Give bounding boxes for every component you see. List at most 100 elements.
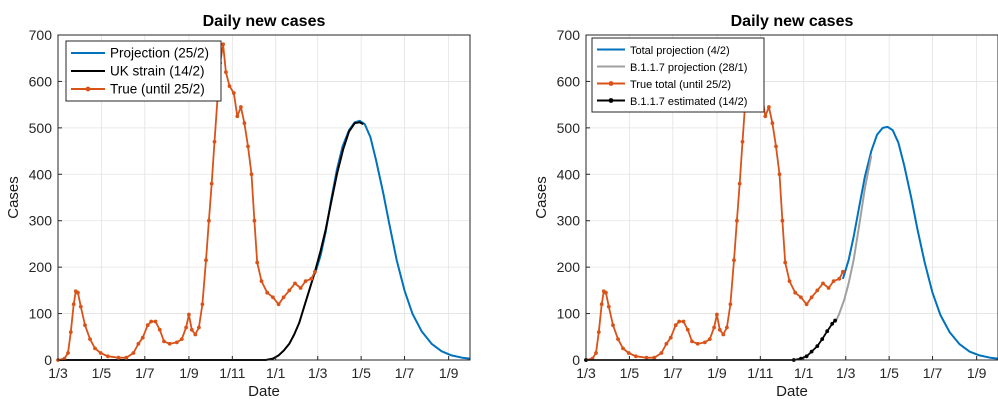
data-point — [71, 302, 76, 307]
data-point — [68, 330, 73, 334]
data-point — [809, 295, 814, 300]
data-point — [815, 344, 820, 348]
y-tick-label: 300 — [557, 213, 581, 229]
y-axis-label: Cases — [5, 176, 22, 219]
x-tick-label: 1/9 — [707, 365, 727, 381]
x-tick-label: 1/5 — [879, 365, 899, 381]
series-line-4 — [586, 319, 836, 361]
data-point — [124, 355, 129, 360]
data-point — [157, 327, 162, 332]
data-point — [715, 312, 719, 317]
data-point — [831, 279, 836, 283]
data-point — [809, 349, 814, 354]
data-point — [293, 281, 297, 286]
x-tick-label: 1/3 — [308, 365, 328, 381]
data-point — [116, 355, 121, 360]
data-point — [841, 269, 845, 274]
x-axis-label: Date — [248, 383, 280, 400]
y-tick-label: 100 — [29, 306, 53, 322]
data-point — [167, 341, 172, 346]
data-point — [664, 341, 669, 346]
data-point — [227, 84, 232, 88]
data-point — [204, 258, 208, 263]
data-point — [145, 323, 150, 328]
data-point — [193, 332, 198, 337]
data-point — [644, 355, 649, 360]
data-point — [255, 260, 260, 265]
series-line-1 — [841, 125, 998, 360]
chart-panel-1: 0 100 200 300 400 500 600 700 1/3 1/5 1/7 1/9 1/11 1/… — [5, 13, 471, 400]
chart-title: Daily new cases — [731, 13, 854, 30]
data-point — [131, 351, 136, 355]
data-point — [611, 323, 615, 328]
data-point — [777, 172, 782, 177]
legend-label-1: Projection (25/2) — [110, 46, 209, 61]
data-point — [685, 327, 690, 332]
axes-box — [585, 34, 998, 361]
y-tick-label: 0 — [572, 352, 580, 368]
x-axis-label: Date — [776, 383, 808, 400]
data-point — [599, 302, 604, 307]
y-tick-label: 400 — [29, 166, 53, 182]
data-point — [804, 302, 809, 307]
data-point — [200, 302, 205, 307]
y-tick-label: 700 — [557, 27, 581, 43]
data-point — [179, 337, 184, 341]
data-point — [763, 114, 768, 119]
data-point — [820, 337, 825, 341]
data-point — [717, 327, 722, 332]
data-point — [184, 325, 189, 330]
x-tick-label: 1/11 — [747, 365, 773, 381]
y-tick-label: 600 — [29, 73, 53, 89]
data-point — [105, 354, 110, 359]
data-point — [309, 276, 314, 281]
legend-label-1: Total projection (4/2) — [630, 45, 730, 57]
x-tick-label: 1/3 — [576, 365, 596, 381]
data-point — [207, 218, 211, 223]
data-point — [221, 42, 226, 47]
data-point — [793, 290, 798, 295]
data-point — [259, 279, 264, 283]
data-point — [673, 323, 678, 328]
data-point — [725, 325, 729, 330]
x-tick-label: 1/11 — [219, 365, 245, 381]
x-tick-label: 1/7 — [663, 365, 683, 381]
x-tick-label: 1/1 — [794, 365, 814, 381]
chart-panel-2: 0 100 200 300 400 500 600 700 1/3 1/5 1/7 1/9 1/11 1/… — [533, 13, 998, 400]
data-point — [652, 355, 657, 360]
data-point — [242, 121, 247, 126]
data-point — [721, 332, 726, 337]
y-tick-label: 300 — [29, 213, 53, 229]
data-point — [804, 354, 809, 359]
data-point — [287, 288, 292, 293]
data-point — [668, 335, 673, 340]
data-point — [174, 340, 179, 345]
y-tick-label: 100 — [557, 306, 581, 322]
data-point — [239, 105, 243, 109]
data-point — [136, 341, 141, 346]
x-tick-label: 1/7 — [395, 365, 415, 381]
data-point — [659, 351, 664, 355]
data-point — [837, 276, 842, 281]
data-point — [271, 295, 275, 300]
data-point — [690, 339, 694, 344]
data-point — [235, 114, 240, 119]
series-markers-3 — [584, 42, 845, 362]
data-point — [780, 218, 785, 223]
data-point — [728, 302, 733, 307]
data-point — [281, 295, 286, 300]
data-point — [249, 172, 254, 177]
data-point — [209, 181, 214, 186]
data-point — [88, 337, 92, 341]
x-tick-label: 1/7 — [135, 365, 155, 381]
legend-label-3: True total (until 25/2) — [630, 79, 731, 91]
y-tick-label: 200 — [557, 259, 581, 275]
legend-marker — [85, 86, 91, 92]
x-tick-label: 1/5 — [351, 365, 371, 381]
data-point — [187, 312, 191, 317]
data-point — [799, 295, 803, 300]
data-point — [767, 105, 771, 109]
data-point — [594, 351, 598, 355]
